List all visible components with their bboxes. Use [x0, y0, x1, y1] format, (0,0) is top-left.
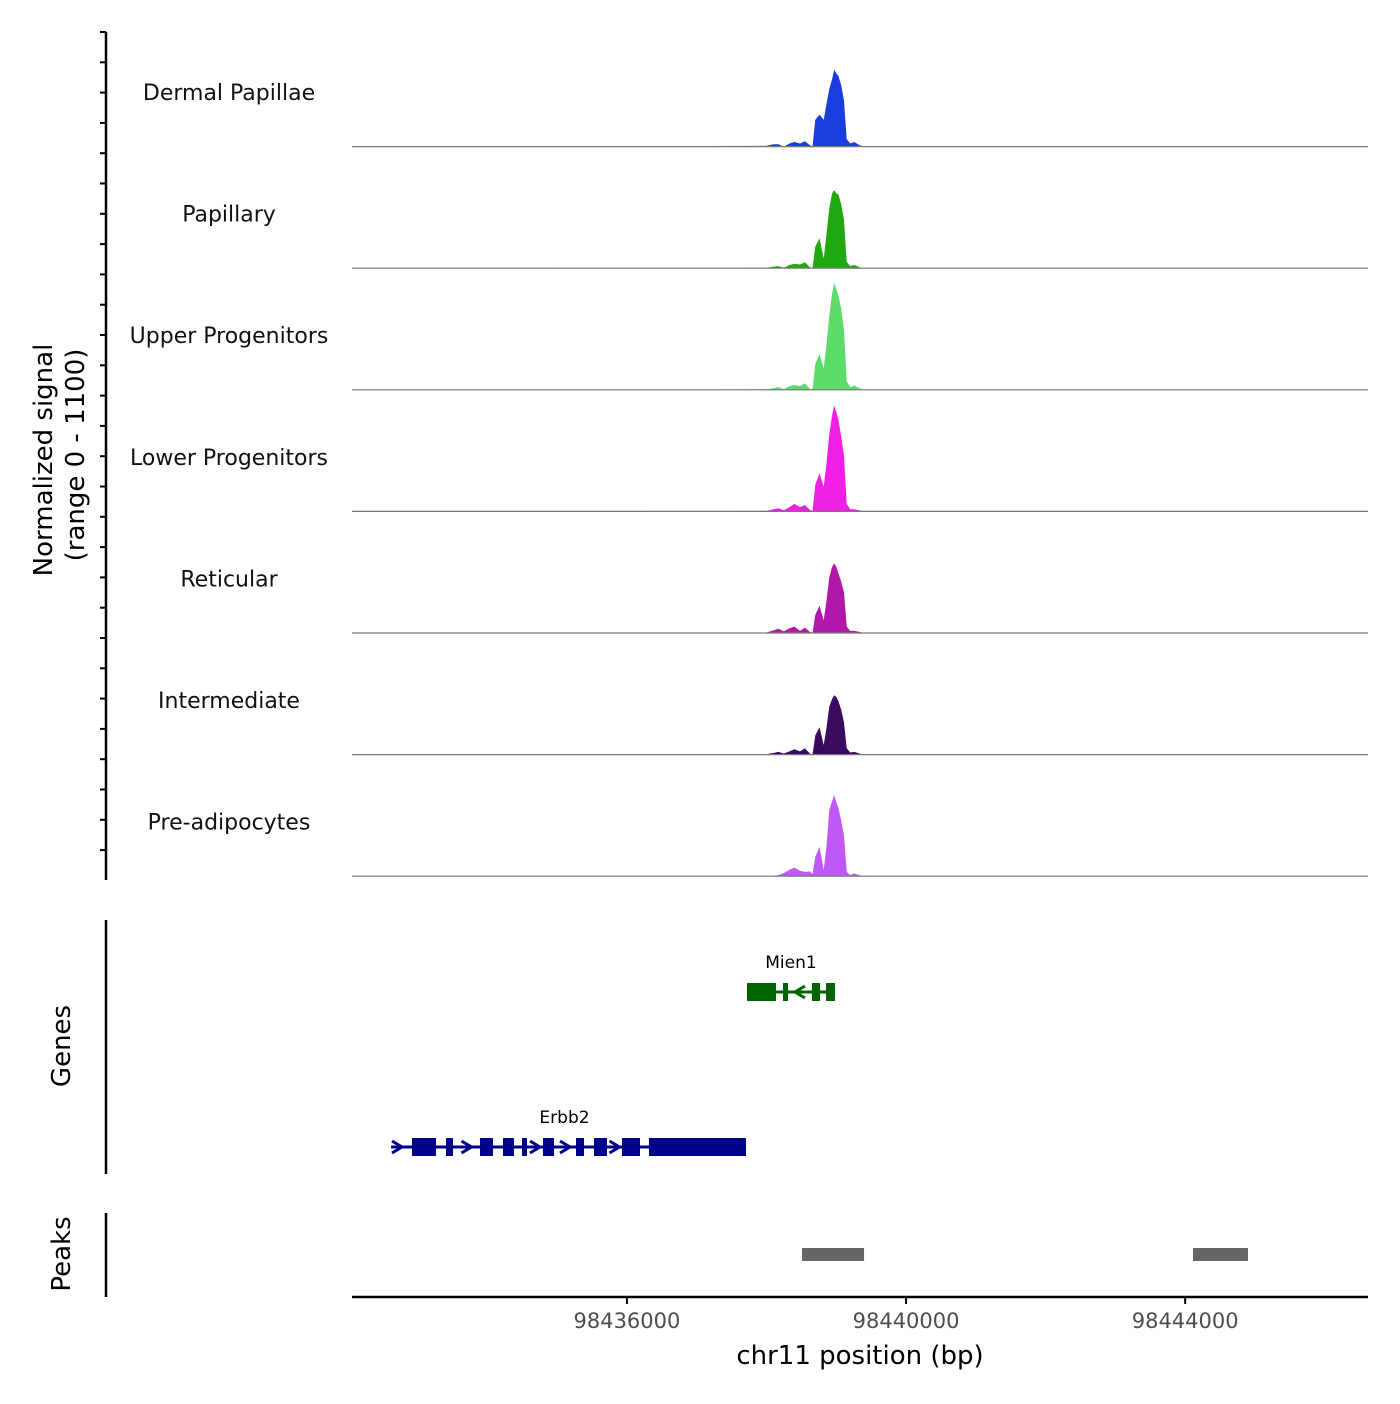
track-intermediate: Intermediate	[158, 689, 1368, 756]
track-label: Dermal Papillae	[143, 81, 315, 106]
signal-area	[352, 190, 865, 269]
signal-area	[352, 563, 865, 633]
track-dermal-papillae: Dermal Papillae	[143, 69, 1368, 148]
peaks-label: Peaks	[47, 1216, 77, 1291]
x-tick-label: 98444000	[1132, 1309, 1239, 1333]
gene-mien1: Mien1	[746, 953, 835, 1001]
signal-area	[352, 405, 865, 512]
track-papillary: Papillary	[182, 190, 1368, 269]
gene-exon	[503, 1138, 514, 1156]
track-label: Lower Progenitors	[130, 446, 328, 471]
strand-arrow-icon	[559, 1139, 573, 1155]
gene-exon	[782, 983, 788, 1001]
signal-axis	[100, 31, 108, 880]
gene-exon	[521, 1138, 528, 1156]
track-pre-adipocytes: Pre-adipocytes	[148, 794, 1368, 877]
gene-exon	[621, 1138, 640, 1156]
y-axis-label: Normalized signal	[29, 344, 59, 577]
peak-track	[802, 1248, 1248, 1261]
track-lower-progenitors: Lower Progenitors	[130, 405, 1368, 512]
signal-area	[352, 794, 865, 877]
gene-exon	[648, 1138, 746, 1156]
gene-exon	[479, 1138, 493, 1156]
track-upper-progenitors: Upper Progenitors	[130, 282, 1368, 391]
track-label: Reticular	[180, 567, 278, 592]
gene-exon	[593, 1138, 607, 1156]
x-axis-label: chr11 position (bp)	[736, 1341, 983, 1371]
gene-exon	[412, 1138, 437, 1156]
gene-exon	[445, 1138, 453, 1156]
signal-area	[352, 282, 865, 390]
track-label: Pre-adipocytes	[148, 811, 311, 836]
gene-label: Erbb2	[539, 1108, 589, 1128]
signal-area	[352, 695, 865, 755]
strand-arrow-icon	[792, 984, 806, 1000]
signal-area	[352, 69, 865, 147]
track-reticular: Reticular	[180, 563, 1368, 634]
coverage-tracks: Dermal Papillae Papillary Upper Progenitor…	[130, 69, 1368, 877]
track-label: Intermediate	[158, 689, 300, 714]
x-tick-label: 98440000	[853, 1309, 960, 1333]
x-tick-label: 98436000	[573, 1309, 680, 1333]
gene-exon	[542, 1138, 555, 1156]
gene-exon	[746, 983, 776, 1001]
gene-exon	[575, 1138, 585, 1156]
y-axis-range-label: (range 0 - 1100)	[61, 349, 91, 562]
peak-region	[802, 1248, 865, 1261]
gene-track: Mien1 Erbb2	[391, 953, 835, 1156]
peak-region	[1192, 1248, 1248, 1261]
track-label: Upper Progenitors	[130, 324, 329, 349]
strand-arrow-icon	[529, 1139, 543, 1155]
gene-exon	[811, 983, 821, 1001]
genes-label: Genes	[47, 1005, 77, 1087]
gene-exon	[826, 983, 835, 1001]
strand-arrow-icon	[460, 1139, 475, 1155]
track-label: Papillary	[182, 203, 276, 228]
strand-arrow-icon	[608, 1139, 623, 1155]
gene-label: Mien1	[765, 953, 816, 973]
gene-erbb2: Erbb2	[391, 1108, 746, 1156]
x-axis-ticks: 98436000 98440000 98444000	[573, 1297, 1239, 1333]
strand-arrow-icon	[391, 1139, 405, 1155]
